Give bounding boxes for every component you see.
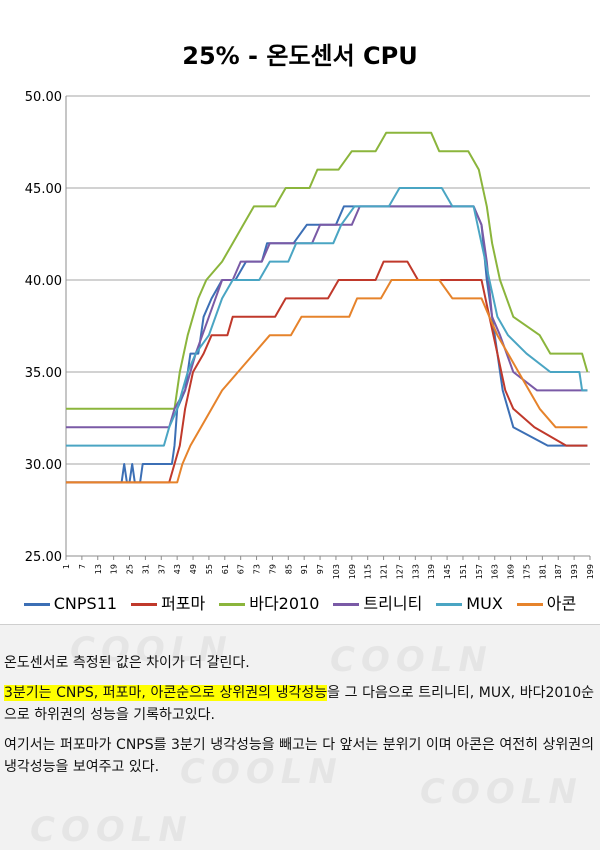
legend-item: 퍼포마 [131,590,205,614]
legend-label: 아콘 [546,594,577,613]
series-line-CNPS11 [66,205,588,484]
series-line-바다2010 [66,131,589,410]
paragraph-2-rest: 을 그 다음으로 트리니티, MUX, 바다2010순으로 하위권의 성능을 기… [4,685,594,723]
x-tick-label: 67 [237,564,246,574]
y-tick-label: 50.00 [25,90,62,105]
chart-legend: CNPS11 퍼포마 바다2010 트리니티 MUX 아콘 [0,590,600,614]
x-tick-label: 103 [332,564,341,579]
x-tick-label: 31 [141,564,150,574]
x-tick-label: 25 [126,564,135,574]
article-body: 온도센서로 측정된 값은 차이가 더 갈린다. 3분기는 CNPS, 퍼포마, … [4,652,594,786]
x-tick-label: 1 [62,564,71,569]
y-tick-label: 45.00 [25,182,62,197]
paragraph-3: 여기서는 퍼포마가 CNPS를 3분기 냉각성능을 빼고는 다 앞서는 분위기 … [4,737,594,775]
series-line-아콘 [66,279,588,484]
x-tick-label: 37 [157,564,166,574]
legend-item: 아콘 [516,590,577,614]
x-tick-label: 133 [411,564,420,579]
chart-panel: 25.00 30.00 35.00 40.00 45.00 50.00 1 7 13 19 25 31… [0,0,600,625]
y-tick-label: 40.00 [25,274,62,289]
legend-item: MUX [436,594,503,613]
chart-title: 25% - 온도센서 CPU [182,42,418,70]
paragraph-1: 온도센서로 측정된 값은 차이가 더 갈린다. [4,655,250,671]
legend-label: CNPS11 [53,594,118,613]
x-tick-label: 187 [554,564,563,579]
legend-swatch [516,603,543,606]
x-tick-label: 145 [443,564,452,579]
y-tick-label: 25.00 [25,550,62,565]
y-tick-label: 30.00 [25,458,62,473]
x-tick-label: 91 [300,564,309,574]
x-tick-label: 181 [538,564,547,579]
x-tick-label: 97 [316,564,325,574]
legend-item: CNPS11 [23,594,118,613]
x-tick-label: 73 [253,564,262,574]
legend-swatch [23,603,50,606]
watermark-logo: COOLN [30,810,193,850]
legend-swatch [333,603,360,606]
x-tick-label: 61 [221,564,230,574]
legend-swatch [219,603,246,606]
legend-label: MUX [466,594,503,613]
series-line-MUX [66,187,588,447]
x-tick-label: 199 [586,564,595,579]
x-tick-label: 169 [507,564,516,579]
legend-label: 바다2010 [249,594,320,613]
paragraph-2: 3분기는 CNPS, 퍼포마, 아콘순으로 상위권의 냉각성능을 그 다음으로 … [4,682,594,726]
line-chart: 25.00 30.00 35.00 40.00 45.00 50.00 1 7 13 19 25 31… [25,90,595,579]
x-tick-label: 127 [395,564,404,579]
legend-item: 트리니티 [333,590,422,614]
x-tick-label: 175 [522,564,531,579]
x-tick-label: 151 [459,564,468,579]
x-tick-label: 49 [189,564,198,574]
legend-label: 트리니티 [363,594,423,613]
series-line-퍼포마 [66,260,588,484]
x-tick-label: 121 [380,564,389,579]
highlighted-text: 3분기는 CNPS, 퍼포마, 아콘순으로 상위권의 냉각성능 [4,685,328,701]
legend-swatch [436,603,463,606]
x-tick-label: 109 [348,564,357,579]
x-tick-label: 163 [491,564,500,579]
legend-swatch [131,603,158,606]
x-tick-label: 85 [284,564,293,574]
x-tick-label: 79 [268,564,277,574]
x-tick-label: 193 [570,564,579,579]
y-tick-label: 35.00 [25,366,62,381]
x-tick-label: 55 [205,564,214,574]
x-tick-label: 139 [427,564,436,579]
x-tick-label: 13 [94,564,103,574]
legend-label: 퍼포마 [161,594,206,613]
legend-item: 바다2010 [219,590,319,614]
x-tick-label: 115 [364,564,373,579]
x-tick-label: 157 [475,564,484,579]
x-tick-label: 19 [110,564,119,574]
x-tick-label: 43 [173,564,182,574]
x-tick-label: 7 [78,564,87,569]
